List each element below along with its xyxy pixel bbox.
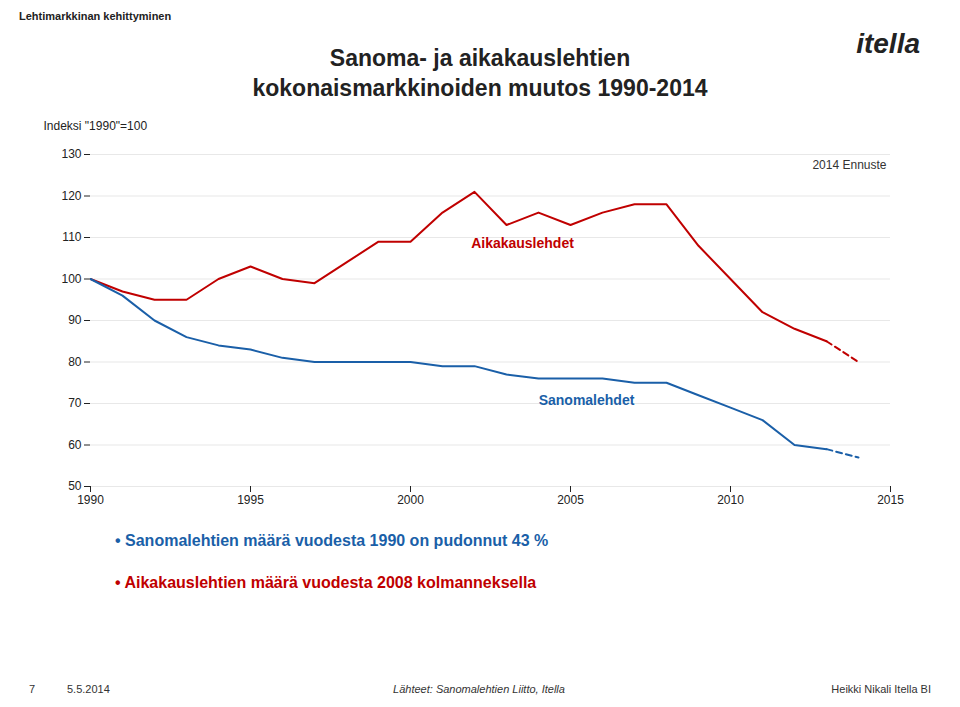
svg-text:100: 100 xyxy=(61,272,81,286)
svg-text:130: 130 xyxy=(61,147,81,161)
svg-text:2000: 2000 xyxy=(397,493,424,507)
svg-text:60: 60 xyxy=(68,438,82,452)
html-text:Lehtimarkkinan kehittyminen: Lehtimarkkinan kehittyminen xyxy=(19,10,172,22)
html-text:• Sanomalehtien määrä vuodesta: • Sanomalehtien määrä vuodesta 1990 on p… xyxy=(115,532,549,549)
svg-text:80: 80 xyxy=(68,355,82,369)
svg-text:Sanomalehdet: Sanomalehdet xyxy=(539,392,635,408)
svg-text:70: 70 xyxy=(68,396,82,410)
svg-text:110: 110 xyxy=(62,230,81,244)
svg-text:1990: 1990 xyxy=(77,493,104,507)
html-text:7: 7 xyxy=(29,683,36,695)
html-text:• Aikakauslehtien määrä vuodes: • Aikakauslehtien määrä vuodesta 2008 ko… xyxy=(115,574,537,591)
html-text:5.5.2014: 5.5.2014 xyxy=(67,683,110,695)
html-text:Lähteet: Sanomalehtien Liitto,: Lähteet: Sanomalehtien Liitto, Itella xyxy=(393,683,565,695)
svg-text:2015: 2015 xyxy=(877,493,904,507)
html-text:Heikki Nikali Itella BI: Heikki Nikali Itella BI xyxy=(831,683,931,695)
html-text:itella: itella xyxy=(856,28,920,59)
html-text:Sanoma- ja aikakauslehtien kok: Sanoma- ja aikakauslehtien kokonaismarkk… xyxy=(252,45,708,101)
svg-text:2010: 2010 xyxy=(717,493,744,507)
svg-text:50: 50 xyxy=(68,479,82,493)
svg-text:Aikakauslehdet: Aikakauslehdet xyxy=(471,235,574,251)
svg-text:Indeksi "1990"=100: Indeksi "1990"=100 xyxy=(44,119,148,133)
svg-text:90: 90 xyxy=(68,313,82,327)
svg-text:2014 Ennuste: 2014 Ennuste xyxy=(812,158,886,172)
svg-text:2005: 2005 xyxy=(557,493,584,507)
svg-text:120: 120 xyxy=(61,189,81,203)
svg-text:1995: 1995 xyxy=(237,493,264,507)
